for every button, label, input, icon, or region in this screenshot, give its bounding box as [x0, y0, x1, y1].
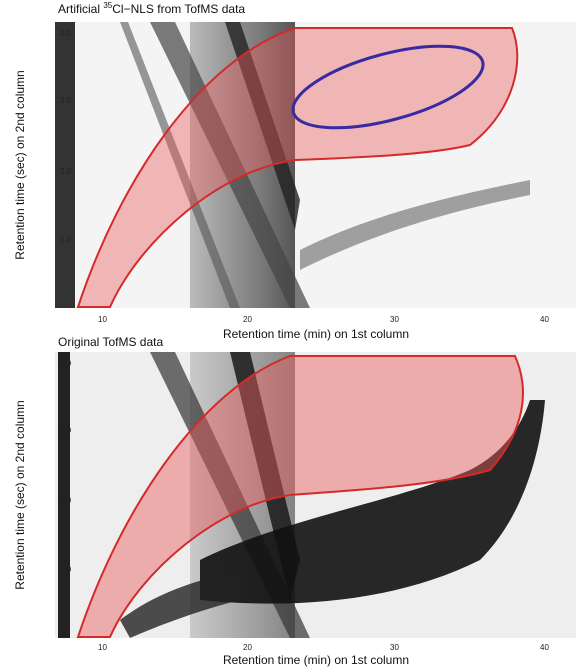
x-tick-label: 20 [243, 315, 252, 324]
dark-band [55, 22, 75, 308]
y-tick-label: 2.0 [60, 496, 72, 505]
x-axis-label: Retention time (min) on 1st column [223, 327, 409, 341]
band [300, 180, 530, 270]
y-axis-label: Retention time (sec) on 2nd column [13, 70, 27, 259]
x-tick-label: 10 [98, 643, 107, 652]
panel-title: Artificial 35Cl−NLS from TofMS data [58, 1, 245, 16]
x-axis-label: Retention time (min) on 1st column [223, 653, 409, 667]
diagonal-band [120, 22, 240, 308]
y-tick-label: 1.0 [60, 565, 72, 574]
y-tick-label: 3.0 [60, 96, 72, 105]
highlight-region [76, 27, 519, 308]
x-tick-label: 10 [98, 315, 107, 324]
x-tick-label: 40 [540, 643, 549, 652]
dark-region [120, 570, 240, 638]
panel-top: Artificial 35Cl−NLS from TofMS data 4.0 … [13, 1, 576, 341]
dark-band [58, 352, 70, 638]
diagonal-band [225, 22, 300, 230]
diagonal-band [150, 22, 310, 308]
y-tick-label: 3.0 [60, 426, 72, 435]
panel-bottom: Original TofMS data 4.0 3.0 2.0 1.0 10 2… [13, 335, 576, 667]
highlight-region [76, 355, 524, 638]
dark-region [200, 400, 545, 604]
y-tick-label: 2.0 [60, 167, 72, 176]
panel-title: Original TofMS data [58, 335, 163, 349]
x-tick-label: 30 [390, 643, 399, 652]
y-tick-label: 4.0 [60, 29, 72, 38]
highlight-ellipse [291, 44, 485, 130]
x-tick-label: 30 [390, 315, 399, 324]
x-tick-label: 20 [243, 643, 252, 652]
y-tick-label: 1.0 [60, 235, 72, 244]
x-tick-label: 40 [540, 315, 549, 324]
y-tick-label: 4.0 [60, 359, 72, 368]
y-axis-label: Retention time (sec) on 2nd column [13, 400, 27, 589]
